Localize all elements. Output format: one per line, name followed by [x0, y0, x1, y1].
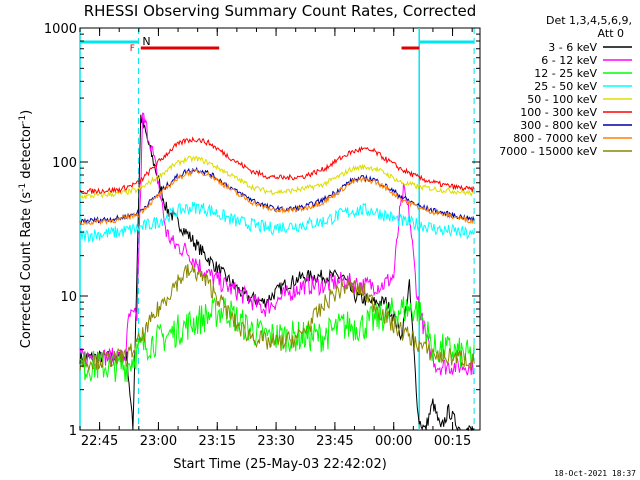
series-line-0 [79, 114, 475, 432]
x-tick-label: 00:00 [375, 434, 412, 449]
y-axis-label-end: ) [19, 110, 34, 115]
series-layer [79, 112, 475, 432]
y-tick-label: 1000 [44, 22, 77, 37]
y-axis-label-sup2: -1 [18, 115, 28, 124]
y-axis-label: Corrected Count Rate (s-1 detector-1) [18, 110, 34, 348]
legend-label: 12 - 25 keV [534, 67, 597, 80]
series-line-6 [79, 166, 475, 226]
x-tick-label: 22:45 [81, 434, 118, 449]
legend-label: 3 - 6 keV [548, 41, 597, 54]
y-axis-label-mid: detector [19, 123, 34, 183]
y-tick-label: 100 [52, 156, 77, 171]
chart-title: RHESSI Observing Summary Count Rates, Co… [84, 2, 477, 20]
x-tick-label: 23:00 [140, 434, 177, 449]
y-axis-label-main: Corrected Count Rate (s [19, 192, 34, 349]
plot-frame [79, 27, 481, 431]
timestamp: 18-Oct-2021 18:37 [554, 469, 636, 478]
ticks-layer: 22:45 23:00 23:15 23:30 23:45 00:00 00:15 1 10 10… [44, 22, 480, 449]
series-line-4 [79, 155, 475, 200]
series-line-8 [79, 264, 475, 371]
legend-header-line1: Det 1,3,4,5,6,9, [546, 14, 632, 27]
flare-marker-label: F [130, 44, 135, 54]
x-tick-label: 23:30 [257, 434, 294, 449]
legend-label: 300 - 800 keV [520, 119, 597, 132]
series-line-3 [79, 201, 475, 244]
legend-label: 800 - 7000 keV [513, 132, 597, 145]
legend-label: 25 - 50 keV [534, 80, 597, 93]
y-tick-label: 1 [69, 424, 77, 439]
legend-label: 100 - 300 keV [520, 106, 597, 119]
legend-label: 6 - 12 keV [541, 54, 597, 67]
legend-label: 7000 - 15000 keV [499, 145, 597, 158]
svg-text:Corrected Count Rate (s-1 dete: Corrected Count Rate (s-1 detector-1) [18, 110, 34, 348]
series-line-2 [79, 296, 475, 383]
y-axis-label-sup1: -1 [18, 183, 28, 192]
saa-marker-label: N [142, 35, 150, 48]
series-line-5 [79, 136, 475, 195]
legend-header-line2: Att 0 [598, 27, 624, 40]
legend-label: 50 - 100 keV [527, 93, 597, 106]
x-tick-label: 23:15 [199, 434, 236, 449]
x-axis-label: Start Time (25-May-03 22:42:02) [173, 457, 387, 472]
y-tick-label: 10 [60, 290, 77, 305]
series-line-7 [79, 168, 475, 226]
x-tick-label: 00:15 [434, 434, 471, 449]
plot-area: NF 22:45 23:00 23:15 23:30 23:45 00:00 00:15 1 1… [44, 22, 481, 449]
x-tick-label: 23:45 [316, 434, 353, 449]
